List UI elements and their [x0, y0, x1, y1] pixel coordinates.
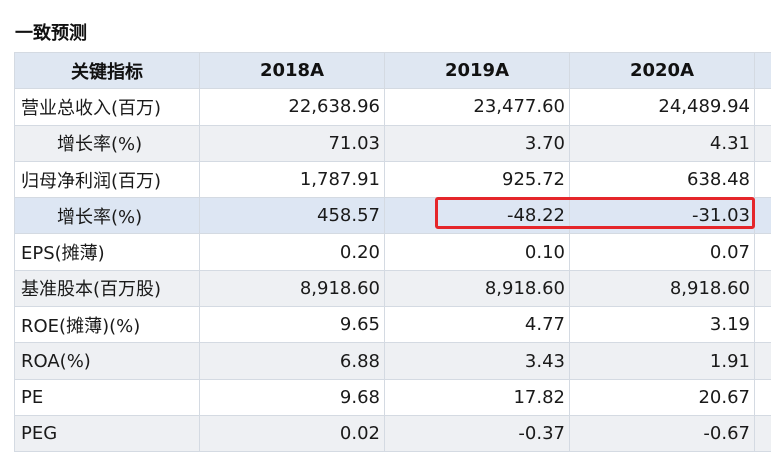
table-row: ROA(%) 6.88 3.43 1.91 — [14, 342, 771, 380]
cell-value-highlighted: -31.03 — [569, 197, 755, 235]
cell-value: 1,787.91 — [199, 160, 385, 199]
row-label: 营业总收入(百万) — [14, 88, 200, 126]
cell-overflow — [754, 88, 771, 126]
cell-value: 3.70 — [384, 124, 570, 162]
row-label: 增长率(%) — [14, 197, 200, 235]
cell-value: 24,489.94 — [569, 88, 755, 126]
cell-value: 3.19 — [569, 306, 755, 344]
cell-value: 9.68 — [199, 378, 385, 416]
cell-value: 22,638.96 — [199, 88, 385, 126]
table-row-highlighted: 增长率(%) 458.57 -48.22 -31.03 — [14, 197, 771, 235]
cell-overflow — [754, 160, 771, 199]
cell-value: 8,918.60 — [384, 269, 570, 308]
row-label: 归母净利润(百万) — [14, 160, 200, 199]
row-label: PE — [14, 378, 200, 416]
cell-value: 0.10 — [384, 233, 570, 271]
cell-overflow — [754, 124, 771, 162]
cell-value: 17.82 — [384, 378, 570, 416]
forecast-table: 关键指标 2018A 2019A 2020A 营业总收入(百万) 22,638.… — [14, 51, 771, 452]
cell-value: 0.07 — [569, 233, 755, 271]
cell-value: 23,477.60 — [384, 88, 570, 126]
row-label: ROE(摊薄)(%) — [14, 306, 200, 344]
cell-value: 1.91 — [569, 342, 755, 380]
table-row: 营业总收入(百万) 22,638.96 23,477.60 24,489.94 — [14, 88, 771, 126]
cell-value: 0.20 — [199, 233, 385, 271]
table-row: 增长率(%) 71.03 3.70 4.31 — [14, 124, 771, 162]
table-row: PE 9.68 17.82 20.67 — [14, 378, 771, 416]
cell-value: 925.72 — [384, 160, 570, 199]
row-label: EPS(摊薄) — [14, 233, 200, 271]
cell-value: 638.48 — [569, 160, 755, 199]
column-header-metric[interactable]: 关键指标 — [14, 51, 200, 90]
cell-overflow — [754, 378, 771, 416]
cell-value: 3.43 — [384, 342, 570, 380]
table-row: 基准股本(百万股) 8,918.60 8,918.60 8,918.60 — [14, 269, 771, 308]
table-row: ROE(摊薄)(%) 9.65 4.77 3.19 — [14, 306, 771, 344]
cell-value: 6.88 — [199, 342, 385, 380]
cell-value: 71.03 — [199, 124, 385, 162]
cell-overflow — [754, 233, 771, 271]
row-label: ROA(%) — [14, 342, 200, 380]
cell-overflow — [754, 197, 771, 235]
cell-value: -0.67 — [569, 414, 755, 452]
table-row: 归母净利润(百万) 1,787.91 925.72 638.48 — [14, 160, 771, 199]
column-header-2020a[interactable]: 2020A — [569, 51, 755, 90]
cell-value-highlighted: -48.22 — [384, 197, 570, 235]
row-label: PEG — [14, 414, 200, 452]
table-row: PEG 0.02 -0.37 -0.67 — [14, 414, 771, 452]
row-label: 基准股本(百万股) — [14, 269, 200, 308]
cell-value: 20.67 — [569, 378, 755, 416]
cell-overflow — [754, 342, 771, 380]
cell-overflow — [754, 306, 771, 344]
cell-value: 0.02 — [199, 414, 385, 452]
row-label: 增长率(%) — [14, 124, 200, 162]
column-header-2019a[interactable]: 2019A — [384, 51, 570, 90]
cell-value: 8,918.60 — [569, 269, 755, 308]
column-header-overflow — [754, 51, 771, 90]
cell-overflow — [754, 414, 771, 452]
cell-value: 458.57 — [199, 197, 385, 235]
cell-overflow — [754, 269, 771, 308]
column-header-2018a[interactable]: 2018A — [199, 51, 385, 90]
table-header-row: 关键指标 2018A 2019A 2020A — [14, 51, 771, 90]
cell-value: 9.65 — [199, 306, 385, 344]
cell-value: 4.31 — [569, 124, 755, 162]
cell-value: -0.37 — [384, 414, 570, 452]
table-row: EPS(摊薄) 0.20 0.10 0.07 — [14, 233, 771, 271]
cell-value: 8,918.60 — [199, 269, 385, 308]
cell-value: 4.77 — [384, 306, 570, 344]
section-title: 一致预测 — [15, 23, 87, 44]
